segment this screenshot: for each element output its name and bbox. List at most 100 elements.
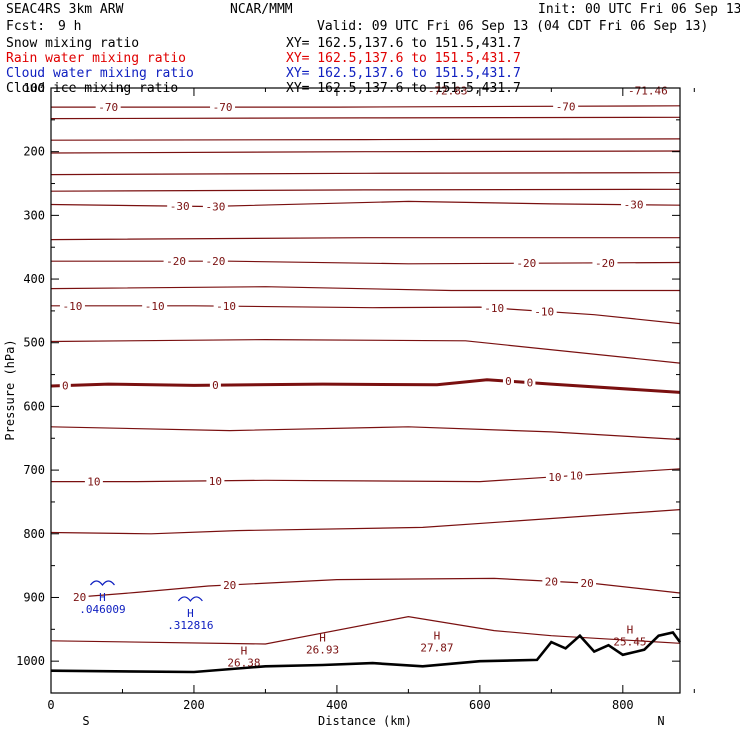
contour-label: -70 bbox=[556, 100, 576, 113]
contour-label-bg bbox=[142, 299, 168, 312]
extremum-value: -72.83 bbox=[428, 84, 468, 97]
cloud-water-value: .046009 bbox=[79, 603, 125, 616]
north-label: N bbox=[657, 714, 664, 728]
contour-label-bg bbox=[167, 200, 193, 213]
contour-label-bg bbox=[220, 578, 239, 591]
south-label: S bbox=[82, 714, 89, 728]
contour-label: -20 bbox=[516, 257, 536, 270]
contour-label-bg bbox=[524, 376, 536, 389]
contour-label-bg bbox=[59, 379, 71, 392]
y-tick-label: 600 bbox=[23, 399, 45, 413]
contour-label: -30 bbox=[205, 200, 225, 213]
plot-area: -70 -70 -70 -30 -30 -30 -20 -20 -20 -20 -10 -10 -10 -… bbox=[50, 84, 682, 674]
contour-label: -70 bbox=[213, 101, 233, 114]
x-tick-label: 0 bbox=[47, 698, 54, 712]
field-name: Rain water mixing ratio bbox=[6, 51, 186, 66]
contour-label: 10 bbox=[570, 469, 583, 482]
contour-label-bg bbox=[621, 198, 647, 211]
temperature-contour bbox=[51, 105, 681, 108]
contour-label: 0 bbox=[505, 375, 512, 388]
contour-label: -20 bbox=[166, 255, 186, 268]
y-tick-label: 500 bbox=[23, 336, 45, 350]
y-tick-label: 1000 bbox=[16, 654, 45, 668]
y-axis-label: Pressure (hPa) bbox=[3, 339, 17, 440]
contour-label-bg bbox=[513, 257, 539, 270]
contour-label: -10 bbox=[63, 300, 83, 313]
temperature-contour bbox=[50, 116, 681, 120]
contour-label-bg bbox=[567, 469, 586, 482]
x-tick-label: 800 bbox=[612, 698, 634, 712]
contour-label: 0 bbox=[212, 379, 219, 392]
contour-label: 10 bbox=[548, 471, 561, 484]
plot-frame bbox=[50, 87, 681, 694]
model-title: SEAC4RS 3km ARW bbox=[6, 2, 124, 17]
contour-label: -10 bbox=[534, 305, 554, 318]
terrain-line bbox=[50, 631, 682, 674]
contour-label: 10 bbox=[209, 475, 222, 488]
contour-label-bg bbox=[209, 379, 221, 392]
temperature-contour bbox=[50, 237, 680, 241]
cloud-water-value: .312816 bbox=[167, 619, 213, 632]
contour-label: 0 bbox=[527, 377, 534, 390]
temperature-contour bbox=[51, 468, 681, 483]
contour-label: 20 bbox=[545, 575, 558, 588]
contour-label-bg bbox=[553, 100, 579, 113]
y-tick-label: 300 bbox=[23, 208, 45, 222]
y-tick-label: 900 bbox=[23, 590, 45, 604]
maximum-value: 27.87 bbox=[420, 642, 453, 655]
maximum-marker: H bbox=[627, 623, 634, 636]
field-xy: XY= 162.5,137.6 to 151.5,431.7 bbox=[286, 51, 521, 66]
contour-label: -30 bbox=[624, 199, 644, 212]
temperature-contour bbox=[50, 138, 681, 141]
y-tick-label: 700 bbox=[23, 463, 45, 477]
temperature-contour bbox=[51, 260, 681, 265]
contour-label-bg bbox=[202, 200, 228, 213]
contour-label: -20 bbox=[595, 257, 615, 270]
valid-time: Valid: 09 UTC Fri 06 Sep 13 (04 CDT Fri … bbox=[317, 19, 708, 34]
temperature-contour bbox=[51, 305, 681, 325]
contour-label-bg bbox=[84, 475, 103, 488]
temperature-contour bbox=[50, 338, 681, 364]
contour-label: 20 bbox=[580, 577, 593, 590]
contour-label: -10 bbox=[484, 302, 504, 315]
contour-label: -20 bbox=[205, 255, 225, 268]
contour-label-bg bbox=[545, 470, 564, 483]
maximum-marker: H bbox=[434, 630, 441, 643]
contour-label-bg bbox=[210, 101, 236, 114]
field-xy: XY= 162.5,137.6 to 151.5,431.7 bbox=[286, 66, 521, 81]
contour-label: -30 bbox=[170, 200, 190, 213]
contour-label-bg bbox=[202, 255, 228, 268]
cloud-water-marker: H bbox=[99, 591, 106, 604]
temperature-contour bbox=[50, 150, 681, 154]
fcst-value: 9 h bbox=[58, 19, 81, 34]
contour-label-bg bbox=[592, 256, 618, 269]
temperature-contour bbox=[50, 188, 681, 192]
field-name: Snow mixing ratio bbox=[6, 36, 139, 51]
x-axis-label: Distance (km) bbox=[318, 714, 412, 728]
contour-label-bg bbox=[95, 101, 121, 114]
y-tick-label: 800 bbox=[23, 527, 45, 541]
contour-label: 10 bbox=[87, 476, 100, 489]
maximum-marker: H bbox=[319, 632, 326, 645]
contour-label-bg bbox=[502, 375, 514, 388]
contour-label-bg bbox=[206, 474, 225, 487]
header: SEAC4RS 3km ARW NCAR/MMM Init: 00 UTC Fr… bbox=[6, 2, 740, 34]
temperature-contour bbox=[50, 172, 681, 176]
x-tick-label: 600 bbox=[469, 698, 491, 712]
contour-label-bg bbox=[59, 299, 85, 312]
contour-label-bg bbox=[163, 255, 189, 268]
contour-label: 0 bbox=[62, 380, 69, 393]
temperature-contour bbox=[50, 286, 680, 292]
contour-label-bg bbox=[578, 577, 597, 590]
temperature-contour bbox=[50, 378, 681, 394]
temperature-contour bbox=[50, 615, 681, 645]
extremum-value: -71.46 bbox=[628, 84, 668, 97]
contour-label-bg bbox=[542, 575, 561, 588]
temperature-contour bbox=[50, 426, 681, 441]
fcst-label: Fcst: bbox=[6, 19, 45, 34]
contour-label-bg bbox=[531, 305, 557, 318]
y-tick-label: 200 bbox=[23, 145, 45, 159]
temperature-contour bbox=[50, 509, 681, 535]
